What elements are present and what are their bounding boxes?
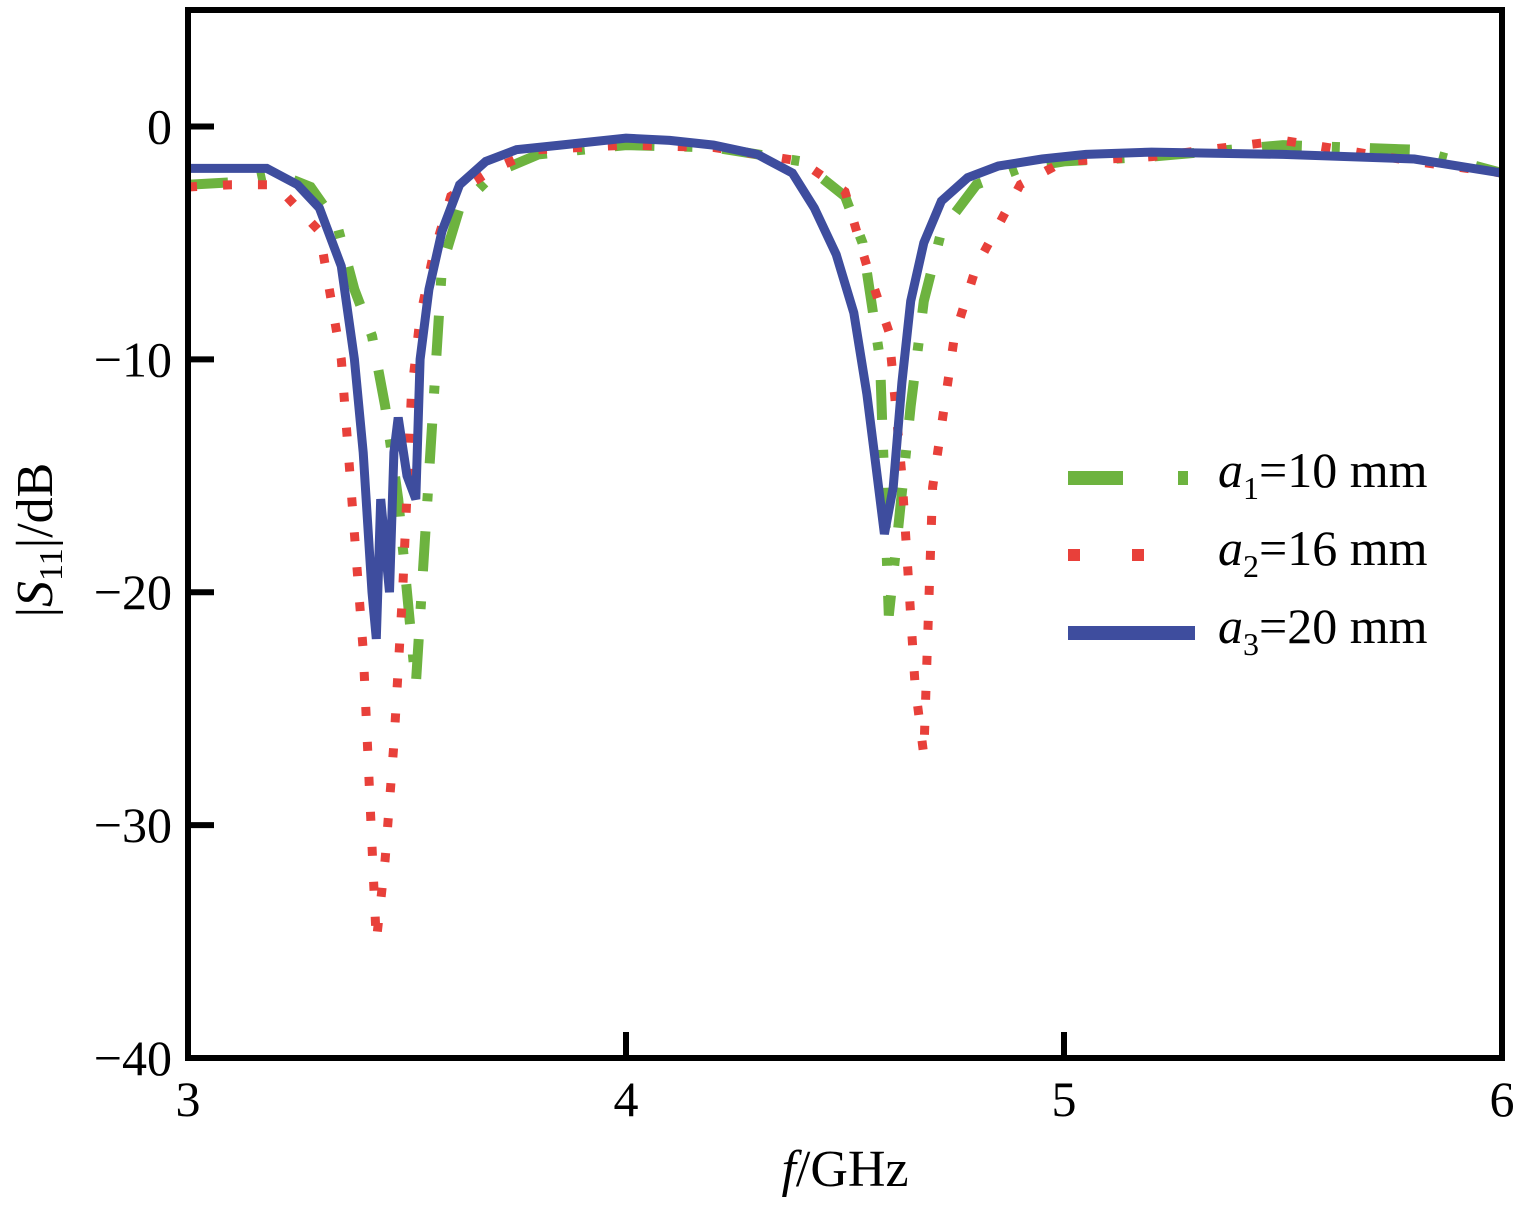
y-tick-label: −40 (94, 1030, 172, 1086)
y-tick-label: −30 (94, 797, 172, 853)
tick-layer: 3 4 5 6 0 −10 −20 −30 −40 (94, 98, 1515, 1127)
x-tick-label: 5 (1052, 1071, 1077, 1127)
legend-label-a1: a1=10 mm (1218, 442, 1428, 506)
y-tick-label: 0 (147, 98, 172, 154)
legend-label-a3: a3=20 mm (1218, 598, 1428, 662)
series-line-3 (188, 133, 1502, 640)
y-axis-label: |S11|/dB (7, 463, 70, 618)
y-axis-label-pre: | (7, 607, 64, 617)
y-axis-label-unit: |/dB (7, 463, 64, 549)
y-axis-label-sub: 11 (33, 548, 70, 581)
legend: a1=10 mm a2=16 mm a3=20 mm (1068, 442, 1428, 662)
x-tick-label: 6 (1490, 1071, 1515, 1127)
x-axis-label-unit: /GHz (796, 1141, 909, 1198)
legend-label-a2: a2=16 mm (1218, 520, 1428, 584)
x-tick-label: 3 (176, 1071, 201, 1127)
x-tick-label: 4 (614, 1071, 639, 1127)
plot-frame (185, 7, 1505, 1061)
y-axis-label-var: S (7, 581, 64, 607)
y-tick-label: −10 (94, 331, 172, 387)
x-axis-label: f/GHz (781, 1141, 908, 1198)
series-layer (188, 133, 1502, 943)
y-tick-label: −20 (94, 564, 172, 620)
